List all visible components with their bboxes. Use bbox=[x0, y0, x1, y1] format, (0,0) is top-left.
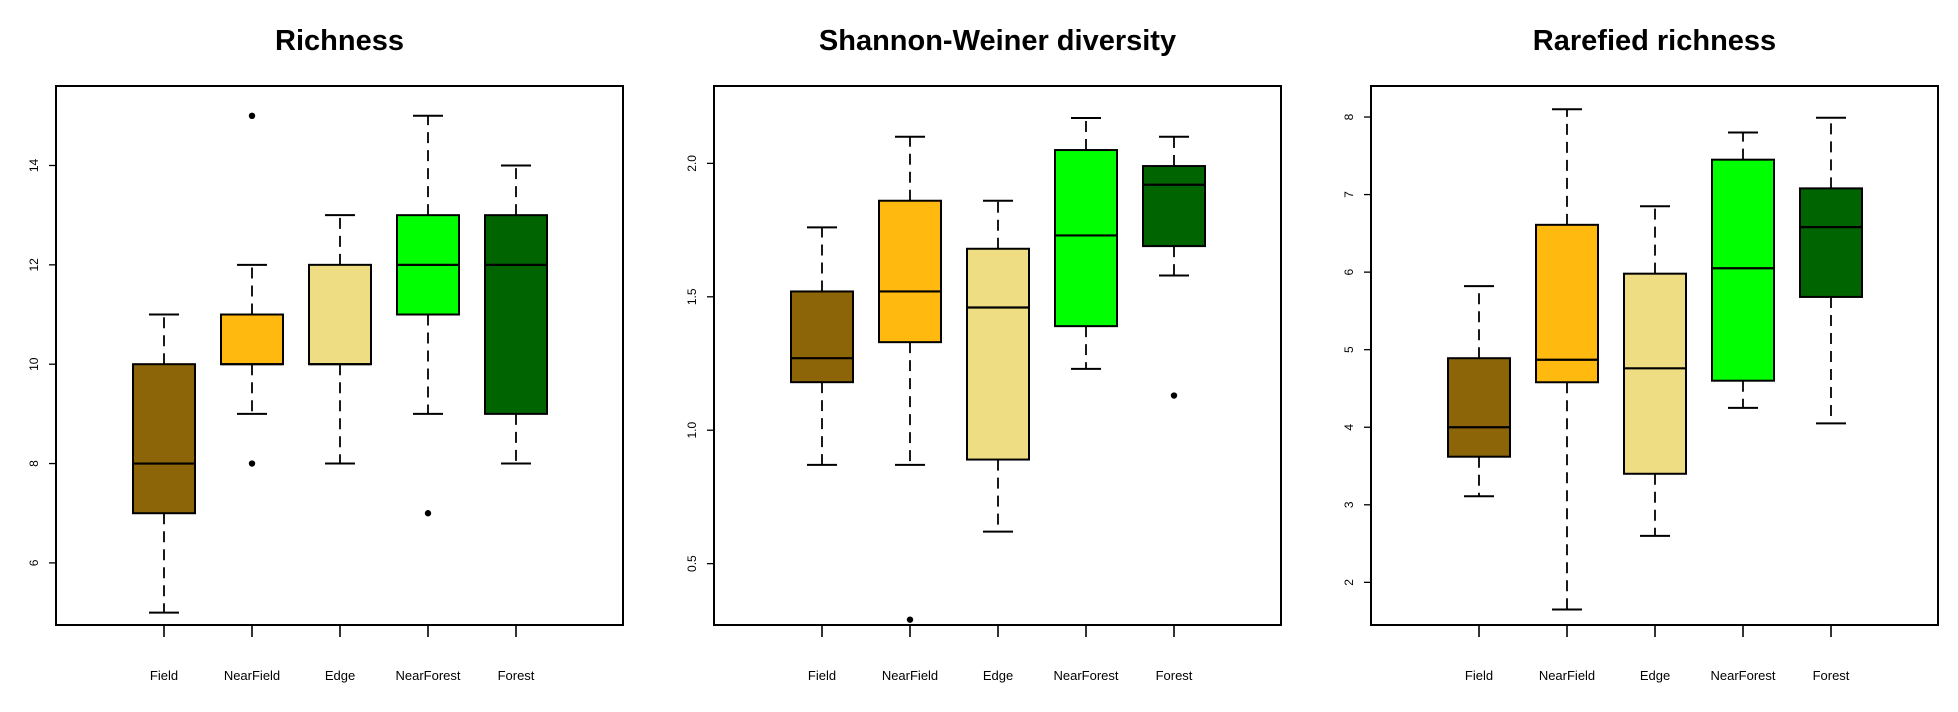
x-tick-label: Field bbox=[150, 668, 178, 683]
y-tick-label: 8 bbox=[27, 460, 41, 467]
y-tick-label: 3 bbox=[1342, 501, 1356, 508]
x-tick-label: Forest bbox=[1156, 668, 1193, 683]
outlier-point bbox=[248, 460, 256, 467]
box-field bbox=[132, 313, 196, 614]
x-tick-label: Field bbox=[808, 668, 836, 683]
box-nearfield bbox=[220, 112, 284, 467]
iqr-box bbox=[1623, 272, 1687, 475]
box-nearforest bbox=[396, 114, 460, 517]
iqr-box bbox=[1142, 165, 1206, 248]
iqr-box bbox=[1711, 158, 1775, 382]
box-field bbox=[1447, 285, 1511, 498]
x-tick-label: Edge bbox=[325, 668, 355, 683]
box-edge bbox=[966, 199, 1030, 533]
box-nearforest bbox=[1711, 131, 1775, 409]
panel-title: Richness bbox=[275, 25, 404, 57]
y-tick-label: 8 bbox=[1342, 113, 1356, 120]
x-tick-label: NearField bbox=[882, 668, 938, 683]
box-edge bbox=[1623, 205, 1687, 537]
iqr-box bbox=[1054, 149, 1118, 328]
x-tick-label: Edge bbox=[983, 668, 1013, 683]
x-tick-label: Forest bbox=[498, 668, 535, 683]
box-forest bbox=[1799, 116, 1863, 425]
outlier-point bbox=[906, 616, 914, 623]
y-tick-label: 5 bbox=[1342, 346, 1356, 353]
iqr-box bbox=[966, 247, 1030, 461]
panel-title: Rarefied richness bbox=[1533, 25, 1776, 57]
x-tick-label: NearForest bbox=[395, 668, 460, 683]
panel-3: Rarefied richness 2 3 4 5 6 7 8 Field NearField Ed… bbox=[1342, 25, 1939, 683]
x-tick-label: NearForest bbox=[1053, 668, 1118, 683]
outlier-point bbox=[248, 112, 256, 120]
y-tick-label: 6 bbox=[27, 559, 41, 566]
panel-2: Shannon-Weiner diversity 0.5 1.0 1.5 2.0 Fiel… bbox=[685, 25, 1282, 683]
y-tick-label: 4 bbox=[1342, 424, 1356, 431]
box-nearfield bbox=[878, 135, 942, 623]
iqr-box bbox=[790, 290, 854, 384]
y-tick-label: 0.5 bbox=[685, 555, 699, 572]
x-tick-label: NearForest bbox=[1710, 668, 1775, 683]
box-forest bbox=[484, 164, 548, 465]
panel-title: Shannon-Weiner diversity bbox=[819, 25, 1176, 57]
x-tick-label: Edge bbox=[1640, 668, 1670, 683]
outlier-point bbox=[424, 510, 432, 517]
x-tick-label: Field bbox=[1465, 668, 1493, 683]
y-tick-label: 1.5 bbox=[685, 288, 699, 305]
panel-1: Richness 6 8 10 12 14 Field NearField Edge NearFo… bbox=[27, 25, 624, 683]
x-tick-label: Forest bbox=[1813, 668, 1850, 683]
y-tick-label: 6 bbox=[1342, 268, 1356, 275]
y-tick-label: 12 bbox=[27, 258, 41, 272]
y-tick-label: 2 bbox=[1342, 579, 1356, 586]
y-tick-label: 7 bbox=[1342, 191, 1356, 198]
iqr-box bbox=[878, 199, 942, 344]
box-field bbox=[790, 226, 854, 466]
iqr-box bbox=[1799, 187, 1863, 298]
y-tick-label: 2.0 bbox=[685, 155, 699, 172]
iqr-box bbox=[308, 263, 372, 366]
iqr-box bbox=[220, 313, 284, 366]
y-tick-label: 10 bbox=[27, 357, 41, 371]
iqr-box bbox=[132, 363, 196, 515]
box-edge bbox=[308, 214, 372, 465]
y-tick-label: 14 bbox=[27, 158, 41, 172]
box-nearforest bbox=[1054, 117, 1118, 370]
box-forest bbox=[1142, 135, 1206, 399]
x-tick-label: NearField bbox=[1539, 668, 1595, 683]
iqr-box bbox=[1535, 223, 1599, 384]
box-nearfield bbox=[1535, 108, 1599, 611]
y-tick-label: 1.0 bbox=[685, 422, 699, 439]
iqr-box bbox=[1447, 357, 1511, 458]
x-tick-label: NearField bbox=[224, 668, 280, 683]
outlier-point bbox=[1170, 392, 1178, 399]
iqr-box bbox=[484, 214, 548, 415]
